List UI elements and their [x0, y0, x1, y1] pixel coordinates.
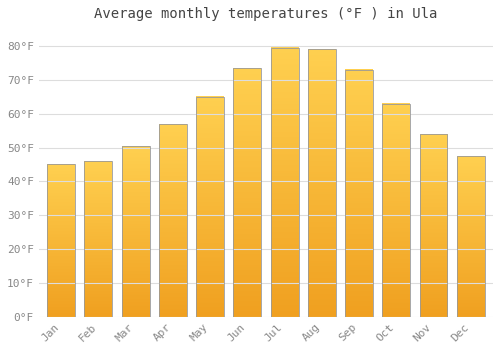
Bar: [234, 68, 262, 317]
Bar: [457, 156, 484, 317]
Bar: [345, 70, 373, 317]
Bar: [420, 134, 448, 317]
Bar: [159, 124, 187, 317]
Bar: [270, 48, 298, 317]
Bar: [47, 164, 75, 317]
Bar: [196, 97, 224, 317]
Bar: [308, 49, 336, 317]
Title: Average monthly temperatures (°F ) in Ula: Average monthly temperatures (°F ) in Ul…: [94, 7, 438, 21]
Bar: [122, 146, 150, 317]
Bar: [84, 161, 112, 317]
Bar: [382, 104, 410, 317]
